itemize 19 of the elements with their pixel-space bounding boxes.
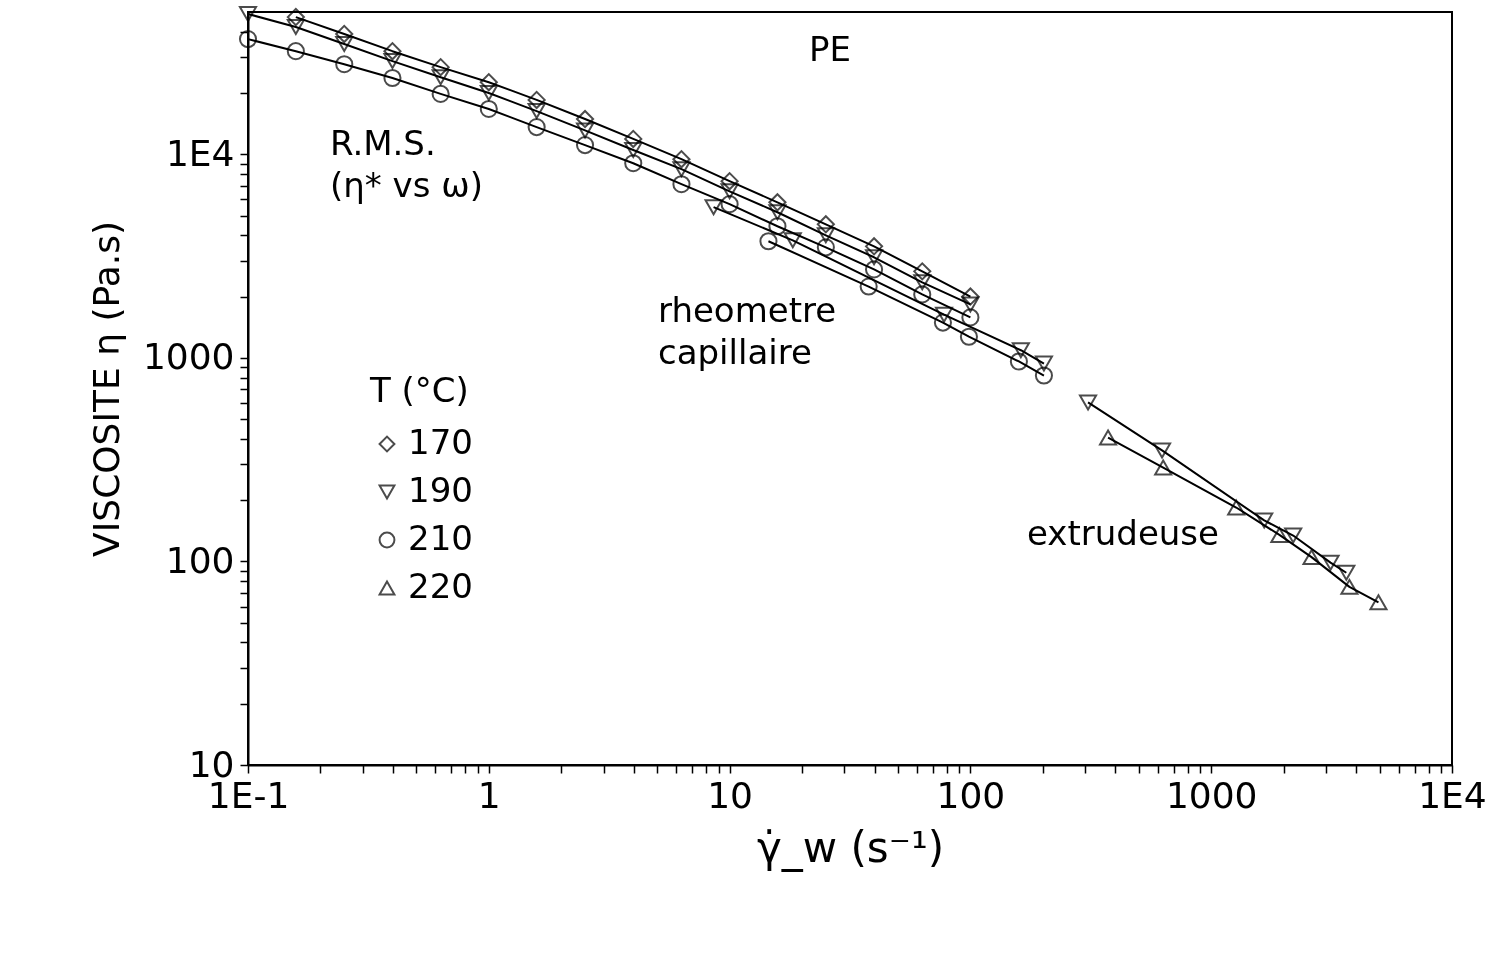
- x-tick-label: 100: [936, 774, 1006, 816]
- y-axis-title: VISCOSITE η (Pa.s): [85, 221, 127, 557]
- annotation: rheometre capillaire: [658, 290, 837, 372]
- legend-label: 220: [408, 566, 473, 606]
- x-axis-title: γ̇_w (s⁻¹): [756, 822, 945, 872]
- x-tick-label: 1E4: [1418, 774, 1487, 816]
- legend-label: 210: [408, 518, 473, 558]
- legend-title: T (°C): [369, 370, 469, 410]
- y-tick-label: 100: [165, 539, 235, 581]
- legend-label: 170: [408, 422, 473, 462]
- annotation: extrudeuse: [1027, 513, 1219, 553]
- annotation: PE: [809, 29, 851, 69]
- legend-label: 190: [408, 470, 473, 510]
- x-tick-label: 1: [477, 774, 501, 816]
- annotation: R.M.S. (η* vs ω): [330, 123, 483, 205]
- x-tick-label: 10: [707, 774, 754, 816]
- x-tick-label: 1000: [1165, 774, 1258, 816]
- y-tick-label: 1E4: [165, 132, 235, 174]
- y-tick-label: 1000: [142, 336, 235, 378]
